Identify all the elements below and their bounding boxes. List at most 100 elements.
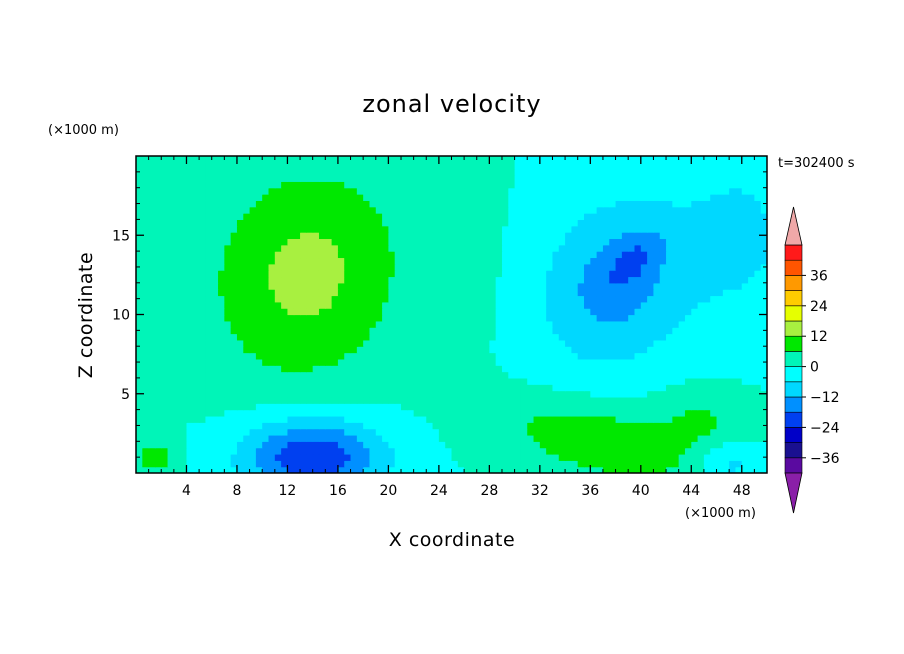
field-cell: [697, 187, 705, 195]
field-cell: [318, 282, 326, 290]
field-cell: [262, 162, 270, 170]
field-cell: [142, 352, 150, 360]
field-cell: [735, 181, 743, 189]
field-cell: [369, 301, 377, 309]
field-cell: [419, 371, 427, 379]
field-cell: [590, 276, 598, 284]
field-cell: [647, 213, 655, 220]
field-cell: [369, 175, 377, 182]
field-cell: [615, 219, 623, 227]
field-cell: [609, 244, 617, 252]
field-cell: [211, 396, 219, 404]
field-cell: [678, 333, 686, 341]
field-cell: [596, 181, 604, 189]
field-cell: [571, 175, 579, 182]
field-cell: [192, 162, 200, 170]
field-cell: [647, 428, 655, 436]
field-cell: [438, 168, 446, 176]
field-cell: [451, 320, 459, 328]
field-cell: [596, 175, 604, 182]
field-cell: [653, 396, 661, 404]
field-cell: [621, 200, 629, 208]
field-cell: [281, 232, 289, 240]
field-cell: [628, 466, 636, 473]
field-cell: [356, 219, 364, 227]
field-cell: [590, 320, 598, 328]
field-cell: [186, 251, 194, 259]
field-cell: [236, 162, 244, 170]
field-cell: [647, 308, 655, 316]
field-cell: [167, 434, 175, 442]
field-cell: [173, 168, 181, 176]
field-cell: [199, 403, 207, 411]
field-cell: [615, 194, 623, 201]
field-cell: [672, 320, 680, 328]
field-cell: [672, 377, 680, 385]
field-cell: [628, 377, 636, 385]
field-cell: [401, 232, 408, 240]
field-cell: [615, 333, 623, 341]
field-cell: [684, 390, 692, 398]
field-cell: [199, 225, 207, 233]
field-cell: [508, 244, 516, 252]
field-cell: [552, 377, 560, 385]
field-cell: [495, 384, 503, 392]
field-cell: [501, 289, 509, 297]
field-cell: [577, 447, 585, 455]
field-cell: [173, 403, 181, 411]
field-cell: [508, 365, 516, 373]
field-cell: [678, 460, 686, 468]
field-cell: [710, 244, 718, 252]
field-cell: [262, 466, 270, 473]
field-cell: [318, 320, 326, 328]
field-cell: [659, 232, 667, 240]
field-cell: [754, 371, 762, 379]
field-cell: [318, 295, 326, 303]
field-cell: [413, 276, 421, 284]
field-cell: [476, 390, 484, 398]
field-cell: [199, 358, 207, 366]
field-cell: [375, 156, 383, 163]
field-cell: [218, 314, 225, 322]
field-cell: [653, 213, 661, 220]
field-cell: [192, 225, 200, 233]
field-cell: [281, 175, 289, 182]
field-cell: [363, 428, 371, 436]
field-cell: [546, 320, 554, 328]
field-cell: [634, 314, 642, 322]
field-cell: [325, 365, 333, 373]
field-cell: [634, 365, 642, 373]
field-cell: [350, 244, 358, 252]
field-cell: [419, 168, 427, 176]
field-cell: [571, 187, 579, 195]
field-cell: [281, 194, 289, 201]
field-cell: [300, 358, 307, 366]
field-cell: [609, 403, 617, 411]
field-cell: [167, 377, 175, 385]
field-cell: [262, 352, 270, 360]
field-cell: [268, 434, 276, 442]
field-cell: [584, 219, 591, 227]
field-cell: [470, 415, 478, 423]
field-cell: [173, 346, 181, 354]
field-cell: [489, 365, 497, 373]
field-cell: [262, 181, 270, 189]
field-cell: [483, 396, 490, 404]
field-cell: [167, 314, 175, 322]
field-cell: [483, 238, 490, 246]
field-cell: [205, 415, 213, 423]
field-cell: [741, 232, 749, 240]
field-cell: [520, 447, 528, 455]
field-cell: [527, 213, 535, 220]
field-cell: [520, 358, 528, 366]
field-cell: [735, 403, 743, 411]
field-cell: [609, 308, 617, 316]
field-cell: [432, 384, 440, 392]
field-cell: [558, 460, 566, 468]
field-cell: [293, 238, 301, 246]
field-cell: [659, 466, 667, 473]
field-cell: [375, 200, 383, 208]
field-cell: [539, 428, 547, 436]
field-cell: [722, 181, 730, 189]
field-cell: [691, 263, 699, 271]
